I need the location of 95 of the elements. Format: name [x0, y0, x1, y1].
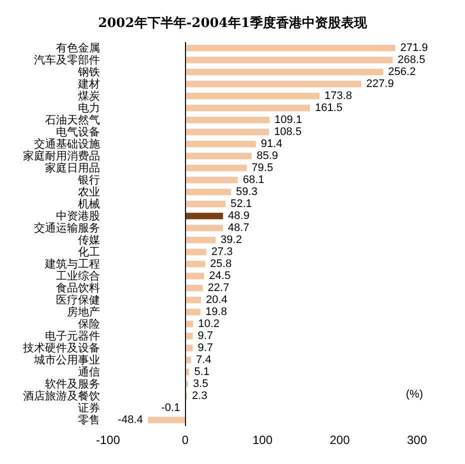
y-tick-label: 银行 [77, 174, 100, 186]
y-tick-label: 钢铁 [77, 66, 100, 78]
y-tick-label: 零售 [78, 414, 100, 426]
y-tick-label: 电子元器件 [45, 330, 100, 342]
chart-title: 2002年下半年-2004年1季度香港中资股表现 [98, 15, 368, 31]
data-label: 68.1 [242, 174, 264, 186]
y-tick-label: 通信 [78, 366, 100, 378]
y-tick-label: 电力 [78, 102, 100, 114]
data-label: 268.5 [398, 54, 426, 66]
x-tick-label: -100 [96, 433, 120, 447]
bar [185, 200, 226, 208]
data-label: 19.8 [206, 306, 227, 318]
y-tick-label: 工业综合 [56, 270, 100, 282]
y-tick-label: 房地产 [67, 306, 100, 318]
x-tick-label: 100 [252, 433, 273, 447]
y-tick-label: 家庭日用品 [45, 162, 100, 174]
y-tick-label: 酒店旅游及餐饮 [23, 390, 100, 402]
bar [185, 212, 224, 220]
bar [185, 272, 204, 280]
y-tick-label: 交通基础设施 [34, 138, 100, 150]
bar [185, 260, 206, 268]
bar [185, 284, 203, 292]
bar [185, 164, 247, 172]
bar [185, 56, 393, 64]
data-label: 25.8 [210, 258, 232, 270]
y-tick-label: 交通运输服务 [34, 222, 100, 234]
data-label: 7.4 [196, 354, 212, 366]
data-label: 48.7 [228, 222, 250, 234]
bar [185, 128, 270, 136]
data-label: 27.3 [211, 246, 233, 258]
bar [185, 116, 270, 124]
x-tick-label: 300 [406, 433, 428, 447]
y-tick-label: 证券 [78, 402, 100, 414]
y-tick-label: 机械 [78, 198, 100, 210]
bar [185, 176, 238, 184]
y-tick-label: 医疗保健 [56, 294, 100, 306]
bar [148, 416, 186, 424]
bar [185, 44, 396, 52]
bar [185, 152, 252, 160]
data-label: 173.8 [324, 90, 352, 102]
y-tick-label: 有色金属 [56, 42, 100, 54]
x-tick-label: 0 [182, 433, 189, 447]
bar [185, 92, 320, 100]
data-label: 108.5 [274, 126, 302, 138]
y-tick-label: 传媒 [78, 234, 100, 246]
data-label: 24.5 [209, 270, 231, 282]
bar [185, 224, 223, 232]
bar [185, 140, 256, 148]
y-tick-label: 煤炭 [78, 90, 100, 102]
data-label: 39.2 [220, 234, 242, 246]
bar [185, 104, 310, 112]
bar [185, 296, 202, 304]
y-tick-label: 保险 [78, 318, 100, 330]
y-tick-label: 中资港股 [56, 210, 100, 222]
bar [185, 248, 206, 256]
data-label: 52.1 [230, 198, 252, 210]
data-label: 79.5 [252, 162, 274, 174]
data-label: 161.5 [315, 102, 343, 114]
y-tick-label: 家庭耐用消费品 [23, 150, 100, 162]
data-label: 271.9 [400, 42, 428, 54]
x-tick-label: 200 [330, 433, 350, 447]
data-label: 109.1 [274, 114, 302, 126]
data-label: 59.3 [236, 186, 258, 198]
bar [185, 80, 362, 88]
data-label: 9.7 [198, 330, 214, 342]
data-label: 85.9 [256, 150, 278, 162]
data-label: 48.9 [228, 210, 250, 222]
y-tick-label: 电气设备 [56, 126, 100, 138]
data-label: -0.1 [161, 402, 180, 414]
data-label: 10.2 [198, 318, 220, 330]
y-tick-label: 农业 [78, 186, 100, 198]
bar [185, 188, 232, 196]
data-label: 2.3 [192, 390, 208, 402]
bar [185, 236, 216, 244]
data-label: 9.7 [198, 342, 214, 354]
data-label: 5.1 [194, 366, 210, 378]
data-label: 22.7 [208, 282, 230, 294]
data-label: 256.2 [388, 66, 416, 78]
y-tick-label: 建筑与工程 [44, 258, 100, 270]
y-tick-label: 城市公用事业 [33, 354, 100, 366]
y-tick-label: 食品饮料 [56, 282, 100, 294]
y-tick-label: 软件及服务 [45, 378, 100, 390]
y-tick-label: 化工 [78, 246, 100, 258]
bar [185, 308, 201, 316]
data-label: 227.9 [366, 78, 394, 90]
y-tick-label: 石油天然气 [45, 114, 100, 126]
bar [185, 68, 384, 76]
x-axis-title: (%) [406, 388, 423, 400]
data-label: 3.5 [192, 378, 208, 390]
data-label: -48.4 [118, 414, 143, 426]
y-tick-label: 技术硬件及设备 [22, 342, 100, 354]
data-label: 20.4 [206, 294, 228, 306]
y-tick-label: 建材 [77, 78, 100, 90]
y-tick-label: 汽车及零部件 [34, 54, 100, 66]
data-label: 91.4 [260, 138, 282, 150]
